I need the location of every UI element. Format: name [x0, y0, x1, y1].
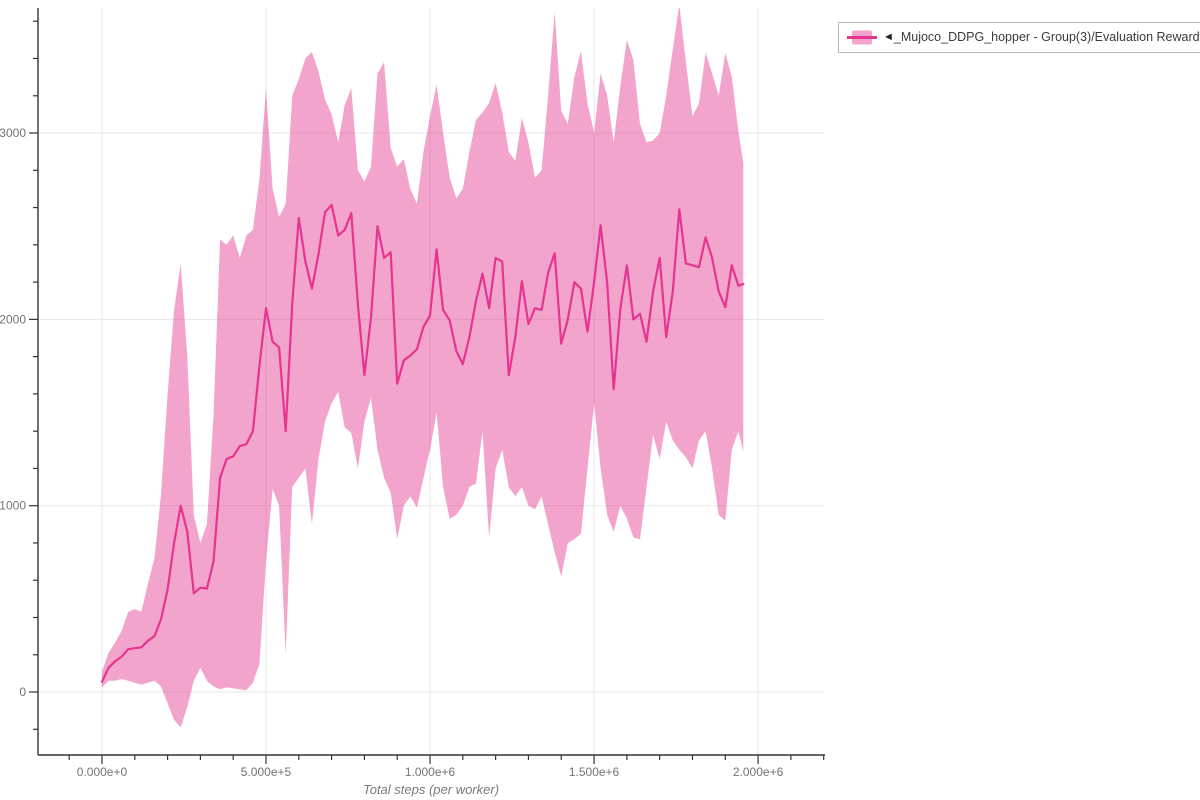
gridlines [38, 8, 825, 755]
legend-swatch-icon [847, 30, 877, 45]
legend-marker-icon: ◄ [883, 31, 894, 43]
y-tick-label: 0 [19, 685, 26, 699]
mean-line [100, 203, 745, 683]
x-tick-label: 0.000e+0 [77, 765, 128, 779]
x-axis-title: Total steps (per worker) [362, 782, 500, 797]
legend[interactable]: ◄ _Mujoco_DDPG_hopper - Group(3)/Evaluati… [838, 22, 1200, 53]
series-group [100, 8, 745, 728]
x-tick-label: 1.000e+6 [405, 765, 456, 779]
y-tick-label: 2000 [0, 312, 26, 326]
x-tick-label: 1.500e+6 [569, 765, 620, 779]
tick-labels: 0.000e+0 5.000e+5 1.000e+6 1.500e+6 2.000e+6… [0, 126, 784, 779]
x-tick-label: 5.000e+5 [241, 765, 292, 779]
confidence-band [102, 8, 744, 728]
legend-label: _Mujoco_DDPG_hopper - Group(3)/Evaluatio… [893, 30, 1200, 44]
y-tick-label: 1000 [0, 499, 26, 513]
tick-marks [29, 20, 825, 764]
x-tick-label: 2.000e+6 [733, 765, 784, 779]
y-tick-label: 3000 [0, 126, 26, 140]
